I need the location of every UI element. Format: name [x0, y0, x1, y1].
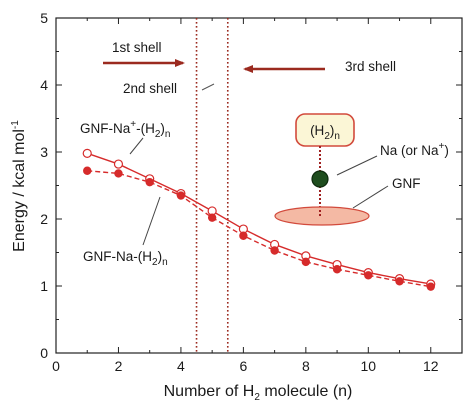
- series-line: [87, 170, 431, 288]
- y-tick-label: 1: [40, 278, 48, 294]
- data-point: [239, 231, 248, 240]
- curve1-label-tail: -(H: [136, 121, 155, 136]
- inset-gnf-ellipse: [274, 206, 370, 226]
- curve1-pointer: [129, 137, 144, 155]
- data-point: [207, 213, 217, 222]
- x-tick-label: 6: [239, 358, 247, 374]
- x-tick-label: 8: [302, 358, 310, 374]
- curve2-label-close: ): [158, 249, 163, 264]
- data-point: [82, 148, 92, 158]
- y-tick-label: 2: [40, 211, 48, 227]
- curve2-pointer: [142, 196, 161, 246]
- x-tick-label: 10: [361, 358, 377, 374]
- inset-h2-open: (H: [310, 123, 324, 138]
- inset-na-label: Na (or Na+): [380, 141, 449, 158]
- data-point: [364, 271, 373, 280]
- y-tick-label: 4: [40, 77, 48, 93]
- shell-boundaries: [195, 18, 229, 353]
- curve1-label-close: ): [160, 121, 165, 136]
- curve2-label-sub1: 2: [152, 257, 158, 268]
- series-1: [82, 148, 436, 289]
- y-axis-title-superscript: -1: [10, 120, 21, 129]
- curve1-label-sup: +: [130, 119, 136, 130]
- data-point: [270, 246, 279, 255]
- curve1-label-base: GNF-Na: [80, 121, 131, 136]
- x-axis-title-subscript: 2: [254, 392, 260, 403]
- data-point: [332, 265, 342, 274]
- data-point: [301, 257, 311, 267]
- series-line: [87, 152, 431, 285]
- curve1-label-sub2: n: [165, 129, 171, 140]
- data-point: [395, 277, 404, 286]
- data-point: [83, 166, 92, 175]
- y-tick-label: 3: [40, 144, 48, 160]
- inset-na-pointer: [336, 155, 378, 176]
- data-point: [145, 177, 154, 187]
- x-axis-title-main: Number of H: [164, 383, 255, 400]
- x-axis-title: Number of H2 molecule (n): [164, 383, 353, 403]
- x-tick-label: 12: [423, 358, 439, 374]
- inset-h2-sub2: n: [334, 131, 340, 142]
- inset-na-close: ): [444, 143, 449, 158]
- shell3-label: 3rd shell: [345, 59, 396, 74]
- data-point: [176, 191, 186, 200]
- inset-na-sup: +: [439, 141, 445, 152]
- curve-labels: GNF-Na+-(H2)n GNF-Na-(H2)n: [80, 119, 170, 268]
- inset-gnf-pointer: [352, 185, 389, 209]
- data-series: [82, 148, 436, 291]
- shell2-pointer: [201, 83, 215, 91]
- shell-annotations: 1st shell 2nd shell 3rd shell: [103, 40, 396, 96]
- inset-h2-box: [295, 113, 355, 147]
- data-point: [426, 282, 435, 291]
- x-tick-label: 0: [52, 358, 60, 374]
- inset-na-ball: [311, 170, 329, 188]
- inset-schematic: (H2)n Na (or Na+) GNF: [274, 113, 449, 226]
- inset-na-base: Na (or Na: [380, 143, 439, 158]
- data-point: [113, 159, 124, 169]
- inset-h2-sub1: 2: [324, 131, 330, 142]
- y-tick-label: 0: [40, 345, 48, 361]
- inset-h2-label: (H2)n: [310, 123, 340, 142]
- y-axis-title: Energy / kcal mol-1: [10, 120, 28, 252]
- curve2-label-sub2: n: [162, 257, 168, 268]
- curve1-label: GNF-Na+-(H2)n: [80, 119, 170, 140]
- x-tick-label: 4: [177, 358, 185, 374]
- inset-gnf-label: GNF: [392, 176, 421, 191]
- inset-h2-close: ): [330, 123, 335, 138]
- shell2-label: 2nd shell: [123, 81, 177, 96]
- y-axis-title-main: Energy / kcal mol: [11, 129, 28, 252]
- y-tick-label: 5: [40, 10, 48, 26]
- curve2-label: GNF-Na-(H2)n: [83, 249, 168, 268]
- x-tick-label: 2: [115, 358, 123, 374]
- curve2-label-base: GNF-Na-(H: [83, 249, 152, 264]
- data-point: [114, 169, 123, 178]
- shell1-label: 1st shell: [112, 40, 162, 55]
- curve1-label-sub1: 2: [155, 129, 161, 140]
- x-axis-title-tail: molecule (n): [260, 383, 352, 400]
- series-2: [83, 166, 435, 291]
